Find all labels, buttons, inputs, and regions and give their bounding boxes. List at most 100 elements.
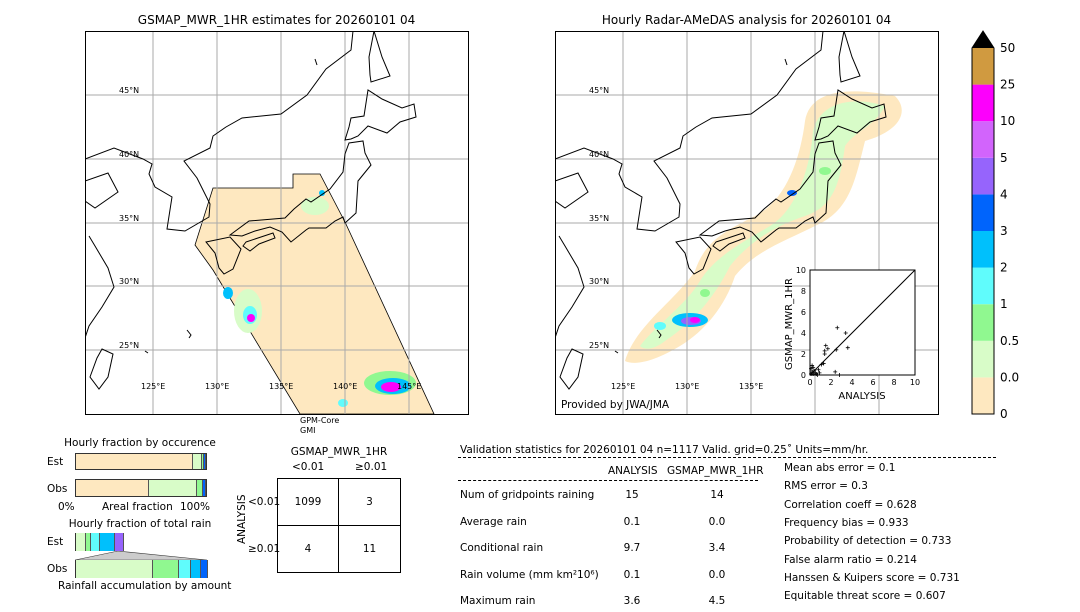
scatter-point — [834, 347, 839, 352]
score-line: Probability of detection = 0.733 — [784, 535, 952, 548]
score-line: False alarm ratio = 0.214 — [784, 553, 917, 566]
scatter-point — [821, 361, 826, 366]
x-tick-label: 10 — [910, 378, 920, 387]
rain-obs-bar — [75, 560, 208, 578]
scatter-point — [822, 348, 827, 353]
axis-0: 0% — [58, 501, 75, 513]
divider — [458, 457, 996, 458]
stat-label: Num of gridpoints raining — [460, 489, 595, 501]
scatter-point — [810, 363, 815, 368]
x-tick-label: 4 — [849, 378, 854, 387]
bar-segment — [76, 533, 87, 551]
lon-label: 140°E — [333, 382, 357, 391]
lat-label: 25°N — [589, 341, 609, 350]
colorbar-segment — [972, 84, 994, 122]
stat-b: 14 — [710, 489, 724, 501]
colorbar: 0 0.01 0.5 1 2 3 4 5 10 25 50 — [971, 30, 1020, 418]
bar-segment — [204, 454, 206, 469]
sensor-line2: GMI — [300, 426, 316, 435]
colorbar-segment — [972, 231, 994, 268]
left-map: 45°N 40°N 35°N 30°N 25°N 125°E 130°E 135°E 140°… — [85, 31, 469, 415]
scatter-xlabel: ANALYSIS — [838, 391, 885, 402]
col-analysis: ANALYSIS — [608, 465, 658, 477]
right-map-title: Hourly Radar-AMeDAS analysis for 2026010… — [601, 13, 892, 27]
lon-label: 135°E — [269, 382, 293, 391]
y-tick-label: 10 — [796, 266, 806, 275]
scatter-point — [833, 369, 838, 374]
bar-segment — [191, 560, 202, 578]
axis-100: 100% — [180, 501, 211, 513]
stat-label: Average rain — [460, 515, 527, 528]
bar-segment — [153, 560, 179, 578]
scatter-point — [845, 345, 850, 350]
credit: Provided by JWA/JMA — [561, 399, 670, 411]
bar-segment — [86, 533, 92, 551]
lon-label: 125°E — [141, 382, 165, 391]
x-tick-label: 8 — [891, 378, 896, 387]
lat-label: 30°N — [589, 277, 609, 286]
score-line: Correlation coeff = 0.628 — [784, 498, 917, 511]
rain-title: Hourly fraction of total rain — [68, 518, 212, 530]
lat-label: 25°N — [119, 341, 139, 350]
colorbar-segment — [972, 377, 994, 414]
stat-b: 4.5 — [708, 595, 726, 607]
scatter-point — [812, 368, 817, 373]
y-tick-label: 0 — [801, 371, 806, 380]
divider — [458, 480, 758, 481]
bar-segment — [114, 533, 124, 551]
colorbar-tick-label: 4 — [1000, 187, 1008, 201]
row1-label: <0.01 — [248, 496, 281, 508]
stat-b: 0.0 — [708, 515, 726, 528]
colorbar-over-triangle — [972, 31, 994, 48]
stat-a: 3.6 — [623, 595, 641, 607]
colorbar-segment — [972, 194, 994, 231]
contingency-col-title: GSMAP_MWR_1HR — [290, 446, 388, 458]
x-tick-label: 0 — [807, 378, 812, 387]
right-map: 45°N 40°N 35°N 30°N 25°N 125°E 130°E 135°E Pro… — [555, 31, 939, 415]
lon-label: 130°E — [675, 382, 699, 391]
bar-segment — [201, 560, 208, 578]
lon-label: 130°E — [205, 382, 229, 391]
sensor-label: GPM-Core GMI — [300, 416, 339, 436]
left-lat-labels: 45°N 40°N 35°N 30°N 25°N 125°E 130°E 135°E 140°… — [119, 86, 421, 391]
bar-segment — [76, 480, 150, 496]
cell-false-alarm: 3 — [339, 479, 400, 526]
left-map-title: GSMAP_MWR_1HR estimates for 20260101 04 — [137, 13, 416, 27]
stat-a: 15 — [625, 489, 639, 501]
lat-label: 45°N — [119, 86, 139, 95]
scatter-point — [835, 325, 840, 330]
x-tick-label: 6 — [870, 378, 875, 387]
stat-a: 0.1 — [623, 568, 641, 581]
y-tick-label: 8 — [801, 287, 806, 296]
scatter-point — [810, 369, 815, 374]
x-tick-label: 2 — [828, 378, 833, 387]
colorbar-tick-label: 3 — [1000, 224, 1008, 238]
colorbar-tick-label: 0.5 — [1000, 334, 1019, 348]
right-lat-labels: 45°N 40°N 35°N 30°N 25°N 125°E 130°E 135°E — [589, 86, 763, 391]
contingency-table: 1099 3 4 11 — [277, 478, 401, 573]
y-tick-label: 2 — [801, 350, 806, 359]
colorbar-tick-label: 0.01 — [1000, 370, 1020, 384]
stat-b: 3.4 — [708, 542, 726, 554]
rain-xlabel: Rainfall accumulation by amount — [58, 580, 232, 592]
score-line: Frequency bias = 0.933 — [784, 516, 909, 529]
occurrence-title: Hourly fraction by occurence — [64, 437, 216, 449]
colorbar-segment — [972, 304, 994, 341]
col1-label: <0.01 — [292, 461, 325, 473]
colorbar-tick-label: 10 — [1000, 114, 1015, 128]
colorbar-segment — [972, 267, 994, 305]
obs-label: Obs — [47, 483, 68, 495]
colorbar-segment — [972, 340, 994, 378]
bar-segment — [100, 533, 115, 551]
stat-label: Maximum rain — [460, 595, 536, 607]
score-line: RMS error = 0.3 — [784, 480, 868, 493]
col-gsmap: GSMAP_MWR_1HR — [667, 465, 764, 477]
colorbar-tick-label: 0 — [1000, 407, 1008, 418]
colorbar-tick-label: 25 — [1000, 78, 1015, 92]
scatter-ylabel: GSMAP_MWR_1HR — [784, 278, 795, 370]
score-line: Hanssen & Kuipers score = 0.731 — [784, 571, 960, 584]
scatter-point — [815, 373, 820, 377]
scatter-point — [837, 373, 842, 377]
stat-a: 9.7 — [623, 542, 641, 554]
sensor-line1: GPM-Core — [300, 416, 340, 425]
